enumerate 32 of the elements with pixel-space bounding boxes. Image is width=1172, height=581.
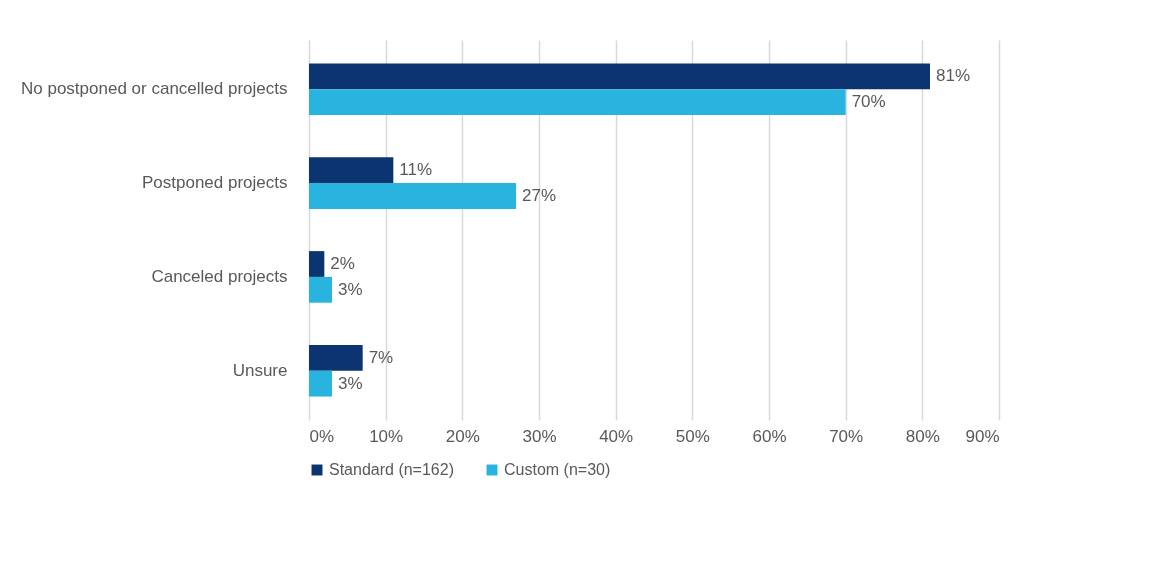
bar bbox=[309, 89, 846, 116]
y-tick-label: Postponed projects bbox=[141, 173, 288, 193]
data-label: 7% bbox=[368, 347, 394, 367]
y-tick-label: Canceled projects bbox=[151, 266, 288, 286]
bar bbox=[309, 276, 332, 303]
data-label: 11% bbox=[399, 160, 433, 180]
legend-label: Standard (n=162) bbox=[329, 461, 454, 478]
data-label: 2% bbox=[330, 254, 355, 274]
bar bbox=[309, 157, 394, 184]
data-label: 70% bbox=[851, 92, 886, 112]
legend-label: Custom (n=30) bbox=[504, 461, 611, 478]
x-tick-label: 0% bbox=[309, 426, 335, 446]
x-tick-label: 50% bbox=[675, 426, 710, 446]
x-tick-label: 80% bbox=[905, 426, 940, 446]
data-label: 81% bbox=[936, 66, 971, 86]
x-tick-label: 40% bbox=[599, 426, 634, 446]
bar bbox=[309, 63, 930, 90]
x-tick-label: 70% bbox=[829, 426, 864, 446]
bar bbox=[309, 251, 325, 277]
x-tick-label: 30% bbox=[522, 426, 557, 446]
bar bbox=[309, 370, 332, 397]
data-label: 27% bbox=[522, 185, 557, 205]
bar bbox=[309, 183, 516, 209]
x-tick-label: 90% bbox=[965, 426, 1000, 446]
x-tick-label: 20% bbox=[445, 426, 480, 446]
bar bbox=[309, 344, 363, 371]
data-label: 3% bbox=[338, 373, 363, 393]
data-label: 3% bbox=[338, 279, 363, 299]
y-tick-label: Unsure bbox=[232, 360, 288, 380]
x-tick-label: 10% bbox=[369, 426, 404, 446]
x-tick-label: 60% bbox=[752, 426, 787, 446]
y-tick-label: No postponed or cancelled projects bbox=[21, 79, 288, 99]
